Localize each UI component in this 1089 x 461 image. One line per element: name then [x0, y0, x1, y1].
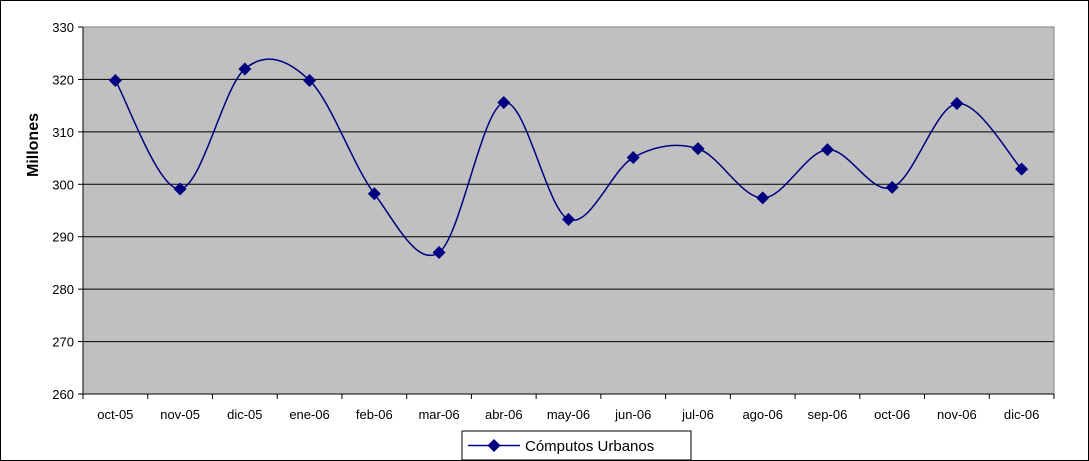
y-tick-label: 260 [52, 387, 74, 402]
x-tick-label: nov-06 [937, 407, 977, 422]
data-point-marker [367, 187, 381, 201]
x-tick-labels: oct-05 nov-05 dic-05 ene-06 feb-06 mar-06 abr-… [97, 407, 1039, 422]
data-point-marker [950, 97, 964, 111]
y-tick-label: 330 [52, 20, 74, 35]
data-point-marker [562, 212, 575, 226]
data-point-marker [497, 95, 511, 109]
y-tick-label: 270 [52, 335, 74, 350]
x-tick-label: dic-06 [1004, 407, 1039, 422]
x-tick-label: oct-06 [874, 407, 910, 422]
data-point-marker [108, 73, 122, 87]
x-tick-label: feb-06 [356, 407, 393, 422]
data-point-marker [1015, 162, 1029, 176]
legend-diamond-marker [487, 439, 501, 452]
data-point-marker [820, 143, 834, 157]
y-tick-label: 280 [52, 282, 74, 297]
y-tick-label: 290 [52, 230, 74, 245]
y-tick-label: 320 [52, 72, 74, 87]
series-lines [114, 58, 1023, 256]
data-point-marker [432, 245, 446, 259]
y-tick-label: 310 [52, 125, 74, 140]
x-tick-label: mar-06 [418, 407, 459, 422]
data-point-marker [691, 142, 705, 156]
x-tick-label: may-06 [547, 407, 590, 422]
legend: Cómputos Urbanos [461, 430, 692, 461]
plot-area [83, 27, 1054, 394]
data-point-marker [885, 180, 899, 194]
series-line [114, 58, 1023, 256]
y-tick-labels: 260 270 280 290 300 310 320 330 [52, 20, 74, 402]
y-axis-label: Millones [25, 113, 42, 177]
x-tick-label: oct-05 [97, 407, 133, 422]
x-tick-label: dic-05 [227, 407, 262, 422]
x-tick-label: sep-06 [808, 407, 848, 422]
data-markers [108, 62, 1029, 259]
x-tick-label: abr-06 [485, 407, 523, 422]
plot-background [83, 27, 1054, 394]
x-tick-label: ago-06 [742, 407, 782, 422]
data-point-marker [238, 62, 252, 76]
data-point-marker [626, 151, 640, 165]
y-tick-label: 300 [52, 177, 74, 192]
legend-label: Cómputos Urbanos [525, 438, 654, 455]
data-point-marker [173, 182, 187, 196]
x-tick-label: jun-06 [614, 407, 651, 422]
x-tick-label: jul-06 [681, 407, 714, 422]
x-tick-label: ene-06 [289, 407, 329, 422]
x-tick-label: nov-05 [160, 407, 200, 422]
axes [78, 26, 1055, 399]
data-point-marker [756, 191, 770, 205]
data-point-marker [303, 73, 317, 87]
